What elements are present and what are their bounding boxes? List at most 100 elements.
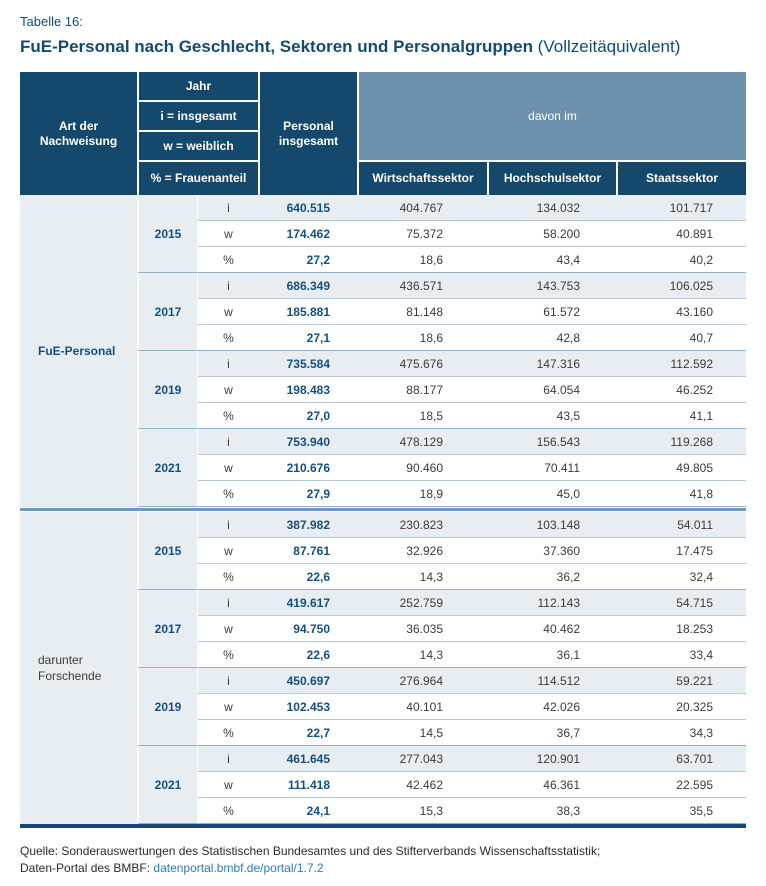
staatssektor-value-text: 20.325 [676,699,713,714]
row-type-label: i [198,273,259,299]
page-title-suffix: (Vollzeitäquivalent) [532,37,681,56]
hochschulsektor-value-text: 37.360 [543,543,580,558]
personal-insgesamt-value: 735.584 [259,351,357,377]
wirtschaftssektor-value-text: 230.823 [399,517,443,532]
row-type-label-text: % [223,252,234,267]
year-label: 2021 [154,777,182,792]
wirtschaftssektor-value: 15,3 [357,798,487,824]
hochschulsektor-value-text: 143.753 [536,278,580,293]
staatssektor-value-text: 22.595 [676,777,713,792]
staatssektor-value-text: 34,3 [689,725,713,740]
header-legend-insgesamt: i = insgesamt [139,102,258,130]
personal-insgesamt-value-text: 735.584 [286,356,330,371]
personal-insgesamt-value-text: 210.676 [286,460,330,475]
staatssektor-value: 33,4 [616,642,746,668]
row-type-label: w [198,299,259,325]
header-legend-column: Jahr i = insgesamt w = weiblich % = Frau… [139,72,258,195]
hochschulsektor-value-text: 36,1 [556,647,580,662]
personal-insgesamt-value-text: 174.462 [286,226,330,241]
staatssektor-value-text: 59.221 [676,673,713,688]
staatssektor-value: 54.011 [616,512,746,538]
personal-insgesamt-value-text: 185.881 [286,304,330,319]
staatssektor-value: 49.805 [616,455,746,481]
header-personal-insgesamt: Personal insgesamt [260,72,357,195]
row-type-label-text: w [224,621,233,636]
staatssektor-value: 112.592 [616,351,746,377]
hochschulsektor-value-text: 58.200 [543,226,580,241]
year-label: 2015 [154,226,182,241]
staatssektor-value-text: 46.252 [676,382,713,397]
year-cell: 2019 [137,351,198,429]
staatssektor-value: 119.268 [616,429,746,455]
personal-insgesamt-value: 27,9 [259,481,357,507]
personal-insgesamt-value: 22,7 [259,720,357,746]
personal-insgesamt-value: 387.982 [259,512,357,538]
wirtschaftssektor-value-text: 252.759 [399,595,443,610]
staatssektor-value: 43.160 [616,299,746,325]
personal-insgesamt-value-text: 102.453 [286,699,330,714]
row-type-label: % [198,720,259,746]
hochschulsektor-value: 42.026 [487,694,616,720]
header-sector-row: Wirtschaftssektor Hochschulsektor Staats… [359,162,746,195]
hochschulsektor-value-text: 64.054 [543,382,580,397]
section-label: FuE-Personal [20,195,137,507]
personal-insgesamt-value-text: 22,6 [306,647,330,662]
row-type-label-text: % [223,803,234,818]
year-cell: 2015 [137,195,198,273]
row-type-label-text: w [224,226,233,241]
wirtschaftssektor-value-text: 88.177 [406,382,443,397]
staatssektor-value: 59.221 [616,668,746,694]
personal-insgesamt-value-text: 27,1 [306,330,330,345]
hochschulsektor-value-text: 40.462 [543,621,580,636]
staatssektor-value: 34,3 [616,720,746,746]
source-line-2: Daten-Portal des BMBF: datenportal.bmbf.… [20,860,746,877]
row-type-label-text: i [227,434,230,449]
wirtschaftssektor-value-text: 42.462 [406,777,443,792]
personal-insgesamt-value: 87.761 [259,538,357,564]
staatssektor-value-text: 41,1 [689,408,713,423]
datenportal-link[interactable]: datenportal.bmbf.de/portal/1.7.2 [153,861,324,875]
row-type-label: i [198,429,259,455]
hochschulsektor-value: 120.901 [487,746,616,772]
wirtschaftssektor-value-text: 32.926 [406,543,443,558]
staatssektor-value: 40,2 [616,247,746,273]
wirtschaftssektor-value: 88.177 [357,377,487,403]
wirtschaftssektor-value-text: 276.964 [399,673,443,688]
year-label: 2019 [154,699,182,714]
wirtschaftssektor-value: 404.767 [357,195,487,221]
row-type-label: i [198,746,259,772]
row-type-label: % [198,798,259,824]
table-section-fue-personal: FuE-Personal 2015 i 640.515 404.767 134.032 10… [20,195,746,507]
hochschulsektor-value-text: 38,3 [556,803,580,818]
hochschulsektor-value: 112.143 [487,590,616,616]
section-label: darunter Forschende [20,512,137,824]
wirtschaftssektor-value-text: 18,5 [419,408,443,423]
header-hochschulsektor: Hochschulsektor [489,162,616,195]
table-bottom-border [20,824,746,828]
hochschulsektor-value: 43,4 [487,247,616,273]
personal-insgesamt-value-text: 94.750 [293,621,330,636]
row-type-label: w [198,455,259,481]
hochschulsektor-value-text: 43,5 [556,408,580,423]
wirtschaftssektor-value: 75.372 [357,221,487,247]
year-label: 2015 [154,543,182,558]
source-line-1: Quelle: Sonderauswertungen des Statistis… [20,844,601,858]
staatssektor-value-text: 40,7 [689,330,713,345]
staatssektor-value-text: 17.475 [676,543,713,558]
personal-insgesamt-value-text: 22,6 [306,569,330,584]
hochschulsektor-value: 40.462 [487,616,616,642]
hochschulsektor-value: 36,7 [487,720,616,746]
hochschulsektor-value: 70.411 [487,455,616,481]
row-type-label-text: i [227,595,230,610]
personal-insgesamt-value: 419.617 [259,590,357,616]
hochschulsektor-value-text: 112.143 [537,595,581,610]
wirtschaftssektor-value-text: 277.043 [399,751,443,766]
wirtschaftssektor-value-text: 15,3 [419,803,443,818]
year-cell: 2017 [137,273,198,351]
hochschulsektor-value: 58.200 [487,221,616,247]
header-legend-weiblich: w = weiblich [139,132,258,160]
hochschulsektor-value: 114.512 [487,668,616,694]
staatssektor-value: 40.891 [616,221,746,247]
hochschulsektor-value-text: 103.148 [536,517,580,532]
personal-insgesamt-value-text: 24,1 [306,803,330,818]
